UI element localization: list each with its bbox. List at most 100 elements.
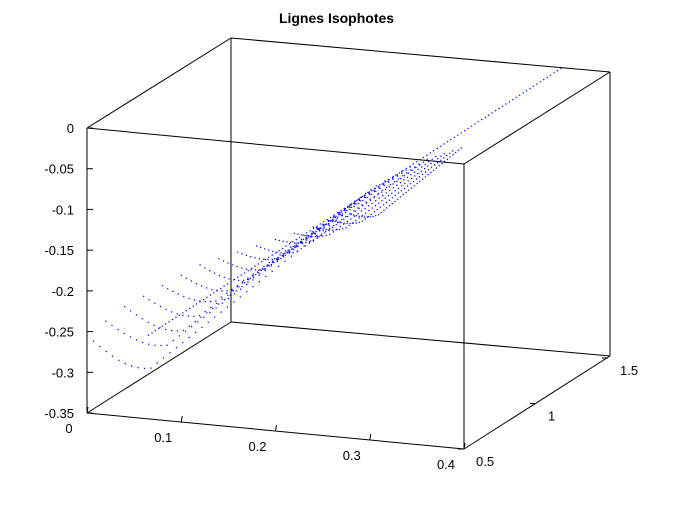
data-point [299, 236, 301, 239]
data-point [233, 301, 235, 303]
data-point [170, 329, 173, 332]
data-point [258, 280, 261, 283]
data-point [258, 274, 260, 276]
data-point [343, 222, 345, 224]
data-point [373, 196, 375, 199]
data-point [252, 286, 254, 288]
data-point [147, 334, 150, 336]
data-point [312, 227, 315, 230]
data-point [343, 218, 345, 220]
z-tick-label: -0.25 [44, 325, 74, 340]
data-point [421, 178, 424, 180]
data-point [339, 221, 341, 223]
data-point [278, 239, 280, 242]
data-point [323, 226, 325, 228]
data-point [220, 287, 222, 290]
data-point [360, 210, 363, 212]
data-point [165, 328, 167, 331]
data-point [159, 327, 161, 329]
data-point [276, 260, 279, 262]
data-point [294, 245, 296, 247]
data-point [202, 298, 205, 301]
data-point [369, 198, 371, 200]
data-point [188, 336, 190, 339]
data-point [347, 205, 349, 207]
data-point [254, 265, 256, 267]
data-point [204, 267, 206, 269]
data-point [284, 250, 287, 252]
data-point [397, 178, 400, 180]
data-point [329, 233, 331, 236]
chart-title: Lignes Isophotes [278, 10, 395, 26]
data-point [316, 236, 319, 238]
data-point [432, 169, 435, 171]
box-edge [86, 321, 232, 414]
data-point [384, 197, 386, 199]
data-point [274, 238, 277, 241]
data-point [443, 153, 445, 155]
data-point [239, 296, 241, 298]
data-point [388, 205, 391, 207]
data-point [374, 205, 377, 207]
data-point [195, 283, 198, 285]
data-point [192, 305, 194, 307]
data-point [223, 276, 225, 279]
data-point [427, 174, 429, 176]
data-point [203, 316, 205, 318]
data-point [316, 235, 318, 237]
data-point [385, 201, 388, 204]
data-point [354, 210, 356, 212]
data-point [307, 235, 310, 237]
data-point [276, 251, 278, 253]
data-point [177, 293, 180, 295]
data-point [385, 186, 388, 189]
data-point [245, 254, 248, 256]
data-point [404, 182, 406, 185]
data-point [195, 303, 198, 305]
data-point [260, 269, 262, 272]
data-point [271, 261, 274, 264]
data-point [227, 297, 230, 300]
data-point [387, 195, 390, 197]
data-point [358, 217, 360, 219]
data-point [457, 134, 459, 136]
data-point [375, 215, 377, 217]
data-point [415, 178, 418, 180]
data-point [382, 194, 384, 197]
data-point [311, 235, 313, 238]
data-point [420, 166, 423, 168]
data-point [288, 249, 291, 251]
data-point [373, 190, 376, 192]
data-point [386, 207, 388, 209]
data-point [373, 211, 375, 213]
data-point [193, 315, 195, 317]
data-point [333, 214, 335, 216]
data-point [366, 196, 368, 199]
data-point [344, 212, 347, 214]
data-point [231, 289, 233, 291]
data-point [335, 224, 337, 226]
data-point [275, 258, 278, 260]
data-point [215, 300, 217, 302]
data-point [384, 188, 387, 191]
z-tick-label: -0.1 [52, 202, 74, 217]
data-point [419, 180, 421, 183]
data-point [118, 359, 120, 361]
data-point [372, 215, 374, 218]
y-tick-label: 1 [548, 409, 555, 424]
data-point [417, 168, 419, 171]
data-point [273, 261, 275, 264]
data-point [464, 130, 466, 132]
data-point [243, 282, 246, 284]
data-point [333, 224, 335, 227]
data-point [154, 302, 156, 304]
data-point [359, 196, 361, 198]
data-point [216, 290, 218, 292]
data-point [377, 214, 380, 216]
box-edge [463, 355, 611, 450]
data-point [392, 175, 394, 178]
data-point [553, 72, 555, 74]
data-point [369, 193, 371, 196]
data-point [354, 201, 356, 203]
data-point [457, 149, 460, 151]
